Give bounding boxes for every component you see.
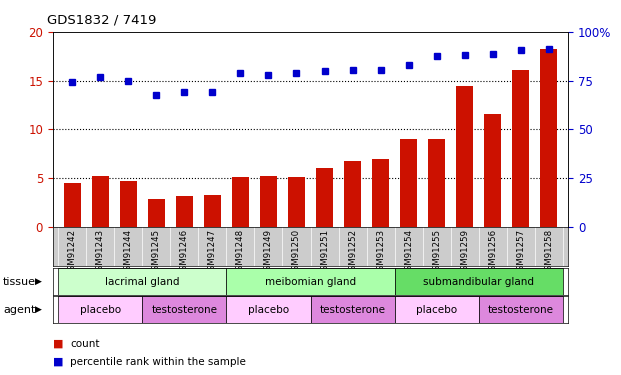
Bar: [64, 183, 81, 227]
Text: GSM91248: GSM91248: [236, 229, 245, 276]
Text: tissue: tissue: [3, 277, 36, 286]
Text: GSM91246: GSM91246: [180, 229, 189, 276]
Text: GSM91259: GSM91259: [460, 229, 469, 276]
Bar: [204, 195, 221, 227]
Text: testosterone: testosterone: [487, 305, 553, 315]
Text: placebo: placebo: [80, 305, 121, 315]
Text: ▶: ▶: [35, 277, 42, 286]
Bar: [142, 296, 227, 323]
Text: count: count: [70, 339, 100, 349]
Text: submandibular gland: submandibular gland: [423, 277, 534, 286]
Bar: [394, 268, 563, 295]
Bar: [512, 70, 529, 227]
Text: GSM91258: GSM91258: [544, 229, 553, 276]
Text: GDS1832 / 7419: GDS1832 / 7419: [47, 13, 156, 26]
Text: GSM91256: GSM91256: [488, 229, 497, 276]
Bar: [227, 268, 394, 295]
Text: placebo: placebo: [416, 305, 457, 315]
Text: GSM91245: GSM91245: [152, 229, 161, 276]
Bar: [58, 296, 142, 323]
Text: ■: ■: [53, 357, 63, 367]
Text: GSM91250: GSM91250: [292, 229, 301, 276]
Bar: [456, 86, 473, 227]
Bar: [288, 177, 305, 227]
Text: testosterone: testosterone: [152, 305, 217, 315]
Bar: [92, 176, 109, 227]
Bar: [428, 139, 445, 227]
Bar: [120, 181, 137, 227]
Bar: [260, 176, 277, 227]
Text: GSM91242: GSM91242: [68, 229, 77, 276]
Bar: [148, 199, 165, 227]
Text: testosterone: testosterone: [320, 305, 386, 315]
Bar: [394, 296, 479, 323]
Text: GSM91252: GSM91252: [348, 229, 357, 276]
Text: GSM91247: GSM91247: [208, 229, 217, 276]
Bar: [58, 268, 227, 295]
Text: GSM91243: GSM91243: [96, 229, 105, 276]
Bar: [484, 114, 501, 227]
Text: GSM91251: GSM91251: [320, 229, 329, 276]
Text: GSM91257: GSM91257: [516, 229, 525, 276]
Text: GSM91249: GSM91249: [264, 229, 273, 276]
Bar: [479, 296, 563, 323]
Text: agent: agent: [3, 305, 35, 315]
Text: percentile rank within the sample: percentile rank within the sample: [70, 357, 246, 367]
Bar: [176, 196, 193, 227]
Bar: [227, 296, 310, 323]
Bar: [232, 177, 249, 227]
Text: lacrimal gland: lacrimal gland: [105, 277, 179, 286]
Text: meibomian gland: meibomian gland: [265, 277, 356, 286]
Text: ▶: ▶: [35, 305, 42, 314]
Bar: [316, 168, 333, 227]
Bar: [372, 159, 389, 227]
Text: placebo: placebo: [248, 305, 289, 315]
Text: GSM91254: GSM91254: [404, 229, 413, 276]
Bar: [310, 296, 394, 323]
Bar: [400, 139, 417, 227]
Text: ■: ■: [53, 339, 63, 349]
Text: GSM91244: GSM91244: [124, 229, 133, 276]
Text: GSM91255: GSM91255: [432, 229, 441, 276]
Text: GSM91253: GSM91253: [376, 229, 385, 276]
Bar: [540, 50, 557, 227]
Bar: [344, 160, 361, 227]
